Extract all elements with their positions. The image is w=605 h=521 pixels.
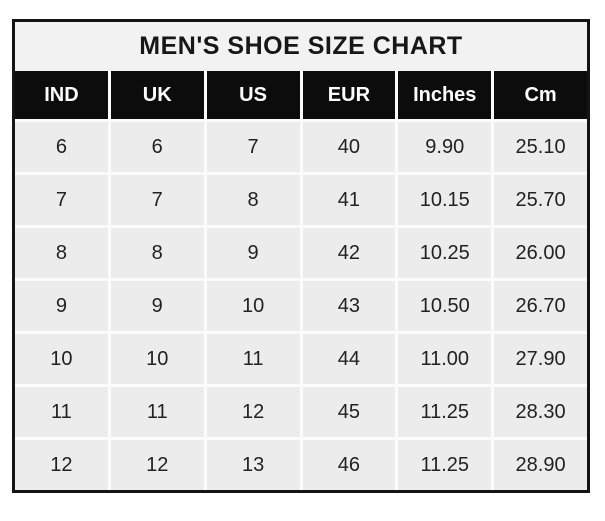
table-cell-r6-cm: 28.30 — [494, 387, 587, 437]
table-cell-r1-uk: 6 — [110, 122, 204, 172]
table-cell-r3-cm: 26.00 — [494, 228, 587, 278]
table-cell-r1-cm: 25.10 — [494, 122, 587, 172]
column-header-eur: EUR — [302, 71, 396, 119]
table-cell-r7-inches: 11.25 — [398, 440, 492, 490]
table-cell-r5-uk: 10 — [110, 334, 204, 384]
table-cell-r3-uk: 8 — [110, 228, 204, 278]
table-cell-r3-inches: 10.25 — [398, 228, 492, 278]
table-cell-r2-uk: 7 — [110, 175, 204, 225]
table-cell-r6-eur: 45 — [302, 387, 396, 437]
table-cell-r5-inches: 11.00 — [398, 334, 492, 384]
table-cell-r6-inches: 11.25 — [398, 387, 492, 437]
table-cell-r4-uk: 9 — [110, 281, 204, 331]
table-cell-r4-us: 10 — [206, 281, 300, 331]
column-header-inches: Inches — [398, 71, 492, 119]
table-cell-r6-ind: 11 — [15, 387, 108, 437]
table-cell-r5-us: 11 — [206, 334, 300, 384]
table-cell-r6-uk: 11 — [110, 387, 204, 437]
table-cell-r3-eur: 42 — [302, 228, 396, 278]
table-cell-r4-inches: 10.50 — [398, 281, 492, 331]
table-cell-r3-ind: 8 — [15, 228, 108, 278]
column-header-cm: Cm — [494, 71, 587, 119]
table-cell-r4-cm: 26.70 — [494, 281, 587, 331]
size-table-grid: IND UK US EUR Inches Cm 6 6 7 40 9.90 25.10 7 7 8 41 10.… — [15, 71, 587, 490]
table-cell-r7-ind: 12 — [15, 440, 108, 490]
table-cell-r7-uk: 12 — [110, 440, 204, 490]
column-header-uk: UK — [110, 71, 204, 119]
table-cell-r5-cm: 27.90 — [494, 334, 587, 384]
column-header-ind: IND — [15, 71, 108, 119]
table-cell-r2-cm: 25.70 — [494, 175, 587, 225]
table-cell-r7-us: 13 — [206, 440, 300, 490]
table-cell-r2-eur: 41 — [302, 175, 396, 225]
table-cell-r1-us: 7 — [206, 122, 300, 172]
table-cell-r6-us: 12 — [206, 387, 300, 437]
table-cell-r7-eur: 46 — [302, 440, 396, 490]
table-cell-r1-ind: 6 — [15, 122, 108, 172]
table-cell-r5-eur: 44 — [302, 334, 396, 384]
table-cell-r1-eur: 40 — [302, 122, 396, 172]
table-cell-r2-us: 8 — [206, 175, 300, 225]
table-cell-r4-eur: 43 — [302, 281, 396, 331]
shoe-size-chart-table: MEN'S SHOE SIZE CHART IND UK US EUR Inches Cm… — [12, 19, 590, 493]
table-cell-r4-ind: 9 — [15, 281, 108, 331]
table-cell-r5-ind: 10 — [15, 334, 108, 384]
column-header-us: US — [206, 71, 300, 119]
table-cell-r2-ind: 7 — [15, 175, 108, 225]
chart-title: MEN'S SHOE SIZE CHART — [15, 22, 587, 71]
table-cell-r2-inches: 10.15 — [398, 175, 492, 225]
table-cell-r3-us: 9 — [206, 228, 300, 278]
table-cell-r7-cm: 28.90 — [494, 440, 587, 490]
table-cell-r1-inches: 9.90 — [398, 122, 492, 172]
